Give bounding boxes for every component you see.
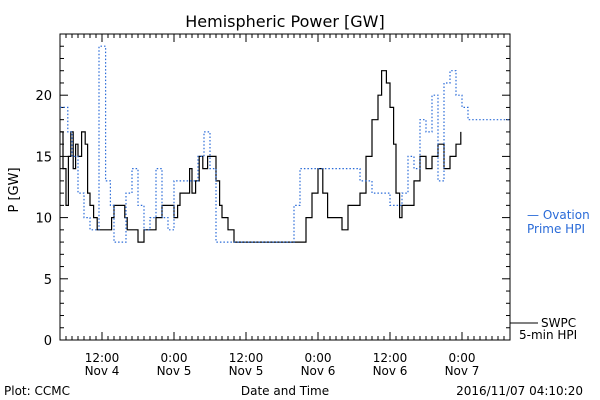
x-tick-label-date: Nov 4: [85, 364, 120, 378]
x-tick-label-date: Nov 7: [445, 364, 480, 378]
y-tick-label: 20: [35, 89, 52, 104]
legend-swpc-line1: SWPC: [541, 316, 576, 330]
legend-ovation-line2: Prime HPI: [527, 222, 585, 236]
footer-left: Plot: CCMC: [4, 384, 70, 398]
y-tick-label: 5: [44, 273, 52, 288]
x-tick-label-time: 12:00: [373, 351, 408, 365]
x-tick-label-time: 0:00: [161, 351, 188, 365]
x-tick-label-time: 0:00: [449, 351, 476, 365]
x-tick-label-date: Nov 5: [229, 364, 264, 378]
legend-ovation: — Ovation Prime HPI: [527, 208, 590, 236]
series-layer: [60, 45, 510, 243]
chart-title: Hemispheric Power [GW]: [185, 12, 384, 31]
x-tick-label-time: 0:00: [305, 351, 332, 365]
footer-center: Date and Time: [241, 384, 329, 398]
x-tick-label-date: Nov 5: [157, 364, 192, 378]
x-tick-label-time: 12:00: [229, 351, 264, 365]
footer-right: 2016/11/07 04:10:20: [456, 384, 583, 398]
y-tick-label: 0: [44, 334, 52, 349]
legend-swpc-line2: 5-min HPI: [519, 328, 577, 342]
y-axis-label: P [GW]: [7, 167, 22, 212]
y-tick-label: 15: [35, 150, 52, 165]
y-tick-label: 10: [35, 212, 52, 227]
x-tick-label-date: Nov 6: [301, 364, 336, 378]
plot-frame: [59, 33, 511, 341]
series-ovation-line: [60, 45, 510, 243]
legend-swpc: SWPC 5-min HPI: [510, 316, 577, 342]
x-tick-label-time: 12:00: [85, 351, 120, 365]
legend-ovation-line1: — Ovation: [527, 208, 590, 222]
x-tick-label-date: Nov 6: [373, 364, 408, 378]
series-swpc-line: [60, 70, 462, 243]
